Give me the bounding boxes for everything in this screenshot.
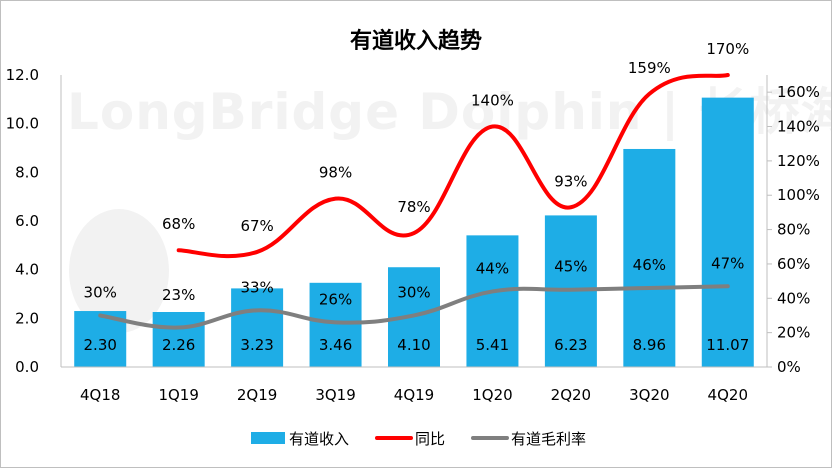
yoy-label-1Q19: 68% [162, 215, 195, 233]
y-right-tick-label: 20% [777, 324, 810, 342]
y-left-tick-label: 10.0 [6, 115, 39, 133]
y-left-tick-label: 6.0 [15, 212, 39, 230]
yoy-label-2Q19: 67% [240, 217, 273, 235]
yoy-label-1Q20: 140% [471, 92, 514, 110]
y-left-tick-label: 2.0 [15, 309, 39, 327]
bar-value-label-3Q19: 3.46 [319, 336, 352, 354]
chart-title: 有道收入趋势 [350, 28, 482, 54]
y-left-tick-label: 8.0 [15, 163, 39, 181]
revenue-bars [74, 97, 754, 367]
bar-1Q20 [466, 235, 519, 367]
watermark-logo-shape [69, 209, 169, 333]
gm-label-1Q20: 44% [476, 259, 509, 277]
bar-3Q20 [623, 148, 676, 367]
y-right-tick-label: 100% [777, 186, 820, 204]
line-yoy [176, 73, 730, 259]
series-lines [98, 73, 730, 330]
gm-label-2Q19: 33% [240, 278, 273, 296]
bar-2Q19 [231, 288, 284, 367]
bar-value-label-2Q20: 6.23 [554, 336, 587, 354]
bar-value-label-4Q19: 4.10 [397, 336, 430, 354]
yoy-label-4Q19: 78% [397, 198, 430, 216]
y-right-tick-label: 60% [777, 255, 810, 273]
gm-label-1Q19: 23% [162, 286, 195, 304]
yoy-label-4Q20: 170% [706, 40, 749, 58]
axes: 0.0 2.0 4.0 6.0 8.0 10.0 12.0 0% 20% 40% 60% 80% 100… [6, 66, 820, 404]
yoy-label-2Q20: 93% [554, 172, 587, 190]
bar-1Q19 [152, 312, 205, 367]
x-tick-label-2Q20: 2Q20 [551, 386, 591, 404]
y-right-tick-label: 160% [777, 83, 820, 101]
gm-label-4Q20: 47% [711, 254, 744, 272]
x-tick-label-4Q20: 4Q20 [708, 386, 748, 404]
data-labels: 2.30 2.26 3.23 3.46 4.10 5.41 6.23 8.96 11.07 68%… [84, 40, 750, 354]
y-left-tick-label: 4.0 [15, 261, 39, 279]
bar-value-label-1Q20: 5.41 [476, 336, 509, 354]
bar-value-label-4Q18: 2.30 [84, 336, 117, 354]
watermark-logo [69, 209, 169, 333]
bar-value-label-1Q19: 2.26 [162, 336, 195, 354]
gm-label-4Q18: 30% [84, 283, 117, 301]
y-left-tick-label: 0.0 [15, 358, 39, 376]
legend-revenue-swatch [251, 432, 285, 444]
y-left-tick-label: 12.0 [6, 66, 39, 84]
bar-3Q19 [309, 282, 362, 367]
x-tick-label-1Q20: 1Q20 [472, 386, 512, 404]
legend-revenue-label: 有道收入 [289, 430, 349, 448]
legend: 有道收入 同比 有道毛利率 [251, 430, 586, 448]
y-right-tick-label: 0% [777, 358, 801, 376]
gm-label-4Q19: 30% [397, 283, 430, 301]
yoy-label-3Q20: 159% [628, 59, 671, 77]
legend-yoy-label: 同比 [415, 430, 445, 448]
gm-label-3Q19: 26% [319, 290, 352, 308]
y-right-tick-label: 120% [777, 152, 820, 170]
y-right-tick-label: 80% [777, 221, 810, 239]
x-tick-label-3Q19: 3Q19 [315, 386, 355, 404]
gm-label-2Q20: 45% [554, 258, 587, 276]
x-tick-label-4Q18: 4Q18 [80, 386, 120, 404]
bar-value-label-3Q20: 8.96 [633, 336, 666, 354]
x-tick-label-3Q20: 3Q20 [629, 386, 669, 404]
legend-gross-margin-label: 有道毛利率 [511, 430, 586, 448]
x-tick-label-2Q19: 2Q19 [237, 386, 277, 404]
x-tick-label-4Q19: 4Q19 [394, 386, 434, 404]
gm-label-3Q20: 46% [633, 256, 666, 274]
y-right-tick-label: 40% [777, 289, 810, 307]
x-tick-label-1Q19: 1Q19 [158, 386, 198, 404]
y-right-tick-label: 140% [777, 118, 820, 136]
yoy-label-3Q19: 98% [319, 164, 352, 182]
bar-4Q20 [701, 97, 754, 367]
bar-value-label-2Q19: 3.23 [240, 336, 273, 354]
bar-value-label-4Q20: 11.07 [706, 336, 749, 354]
